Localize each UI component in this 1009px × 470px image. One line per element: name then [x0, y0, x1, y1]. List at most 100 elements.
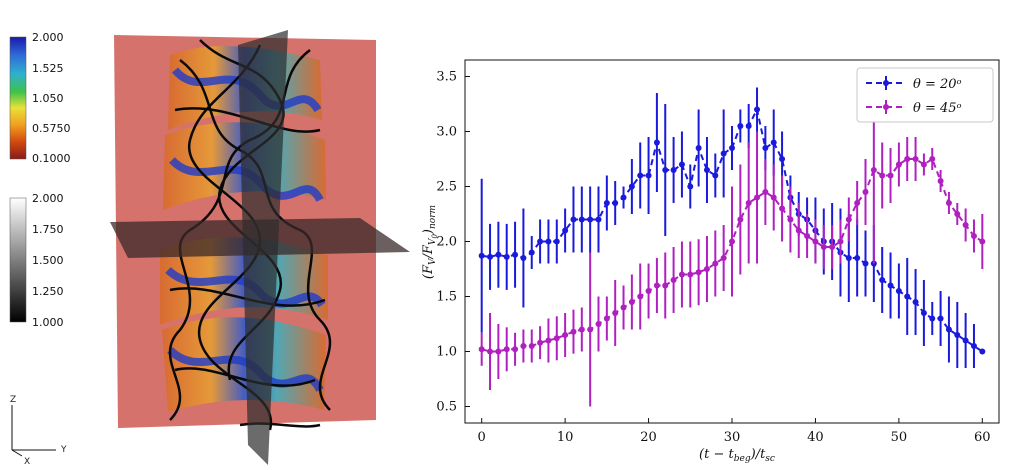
series-2-point-25: [687, 271, 694, 278]
series-1-point-6: [528, 249, 535, 256]
series-2-point-39: [804, 233, 811, 239]
series-1-point-1: [487, 253, 494, 260]
series-2-point-11: [570, 328, 577, 335]
series-2-point-49: [887, 172, 894, 179]
series-1-point-25: [687, 183, 694, 190]
colorbar-color-tick-3: 0.5750: [32, 122, 71, 135]
series-2-point-41: [820, 244, 827, 250]
series-1-point-33: [754, 106, 761, 113]
series-1-point-46: [862, 260, 869, 267]
series-2-point-32: [745, 200, 752, 206]
series-1-point-34: [762, 145, 769, 151]
axis-label-y: Y: [60, 445, 67, 455]
series-1-point-3: [503, 253, 510, 260]
series-2-point-23: [670, 277, 677, 283]
series-2-point-29: [720, 255, 727, 261]
colorbar-color-tick-2: 1.050: [32, 92, 64, 105]
series-2-point-30: [729, 238, 735, 245]
series-1-point-24: [678, 161, 685, 168]
coordinate-axes: [11, 405, 56, 457]
series-1-point-58: [962, 337, 969, 344]
series-2-point-57: [954, 211, 961, 217]
series-2-point-12: [578, 326, 585, 333]
series-2-point-50: [895, 161, 902, 168]
chart: 0 10 20 30 40 50 60 0.5 1.0 1.5 2.0 2.5 3.0 3.5 (t − …: [421, 59, 1000, 464]
series-2-point-21: [653, 282, 660, 289]
x-tick-label-4: 40: [807, 430, 824, 445]
series-2-point-17: [620, 304, 627, 311]
series-2-point-26: [695, 269, 702, 276]
series-1-point-28: [712, 172, 719, 179]
series-1-point-2: [495, 251, 502, 258]
series-2-point-45: [854, 200, 861, 206]
series-2-point-55: [937, 178, 944, 184]
series-2-point-54: [929, 156, 936, 162]
series-2-point-51: [904, 156, 911, 162]
legend: θ = 20ᵒ θ = 45ᵒ: [856, 67, 994, 123]
series-1-point-35: [770, 139, 777, 146]
series-1-point-10: [562, 227, 569, 234]
series-2-point-52: [912, 156, 919, 162]
series-1-point-11: [570, 216, 577, 223]
series-2-point-60: [979, 238, 986, 245]
series-2-point-58: [962, 222, 969, 228]
series-1-point-32: [745, 123, 752, 129]
series-1-point-19: [637, 172, 644, 179]
series-2-point-53: [920, 161, 927, 168]
colorbar-gray-bar: [9, 197, 27, 323]
legend-label-series-1: θ = 20ᵒ: [913, 77, 962, 92]
series-2-point-47: [870, 167, 877, 173]
legend-box: [856, 67, 994, 123]
series-1-point-52: [912, 299, 919, 305]
series-layer: [478, 76, 986, 407]
colorbar-gray-tick-1: 1.750: [32, 223, 64, 236]
series-2-point-42: [829, 244, 836, 250]
series-2-point-46: [862, 189, 869, 195]
series-1-point-56: [945, 326, 952, 333]
x-tick-label-2: 20: [640, 430, 657, 445]
series-2-point-6: [528, 343, 535, 349]
colorbar-color-tick-0: 2.000: [32, 31, 64, 44]
x-axis-label: (t − tbeg)/tsc: [699, 447, 775, 464]
series-2-point-2: [495, 348, 502, 355]
series-2-point-44: [845, 216, 852, 223]
series-2-point-13: [587, 326, 594, 333]
series-1-point-0: [478, 252, 485, 259]
series-2-point-5: [520, 343, 527, 349]
x-tick-label-3: 30: [724, 430, 741, 445]
series-1-point-51: [904, 293, 911, 300]
colorbar-gray-tick-2: 1.500: [32, 254, 64, 267]
series-1-point-13: [587, 216, 594, 223]
series-2-point-35: [770, 194, 777, 201]
series-1-point-55: [937, 315, 944, 322]
axis-label-z: Z: [10, 395, 16, 405]
series-1-point-21: [653, 139, 660, 146]
y-tick-label-1: 1.0: [436, 345, 457, 360]
series-2-point-7: [537, 339, 544, 346]
axis-label-x: X: [24, 457, 30, 467]
y-tick-label-0: 0.5: [436, 400, 457, 415]
series-2-point-1: [487, 348, 494, 355]
series-2-point-10: [562, 332, 569, 338]
series-2-point-31: [737, 216, 744, 223]
series-1-point-57: [954, 332, 961, 338]
series-1-point-15: [603, 200, 610, 206]
series-1-point-12: [578, 216, 585, 223]
colorbar-color: 2.000 1.525 1.050 0.5750 0.1000: [9, 31, 71, 165]
series-2-point-34: [762, 189, 769, 195]
ticks-layer: 0 10 20 30 40 50 60 0.5 1.0 1.5 2.0 2.5 3.0 3.5: [436, 70, 990, 446]
series-2-point-28: [712, 260, 719, 267]
x-tick-label-5: 50: [891, 430, 908, 445]
series-2-point-14: [595, 321, 602, 327]
series-2-point-15: [603, 315, 610, 322]
y-tick-label-4: 2.5: [436, 180, 457, 195]
series-2-point-22: [662, 282, 669, 289]
series-1-point-14: [595, 216, 602, 223]
series-2-point-59: [970, 233, 977, 239]
series-1-point-50: [895, 288, 902, 294]
series-1-point-60: [979, 348, 986, 355]
series-1-point-26: [695, 145, 702, 151]
x-tick-label-6: 60: [974, 430, 991, 445]
series-1-point-18: [628, 183, 635, 190]
